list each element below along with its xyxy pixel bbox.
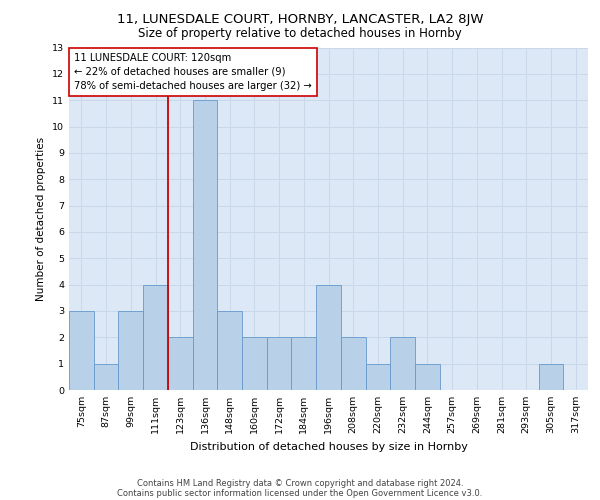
Text: 11 LUNESDALE COURT: 120sqm
← 22% of detached houses are smaller (9)
78% of semi-: 11 LUNESDALE COURT: 120sqm ← 22% of deta… [74,52,312,90]
Bar [168,338,193,390]
Bar [365,364,390,390]
Bar [242,338,267,390]
Text: 11, LUNESDALE COURT, HORNBY, LANCASTER, LA2 8JW: 11, LUNESDALE COURT, HORNBY, LANCASTER, … [117,12,483,26]
Bar [217,311,242,390]
Bar [143,284,168,390]
X-axis label: Distribution of detached houses by size in Hornby: Distribution of detached houses by size … [190,442,467,452]
Bar [69,311,94,390]
Bar [267,338,292,390]
Bar [292,338,316,390]
Y-axis label: Number of detached properties: Number of detached properties [37,136,46,301]
Text: Contains public sector information licensed under the Open Government Licence v3: Contains public sector information licen… [118,488,482,498]
Bar [94,364,118,390]
Text: Contains HM Land Registry data © Crown copyright and database right 2024.: Contains HM Land Registry data © Crown c… [137,478,463,488]
Bar [341,338,365,390]
Bar [390,338,415,390]
Bar [193,100,217,390]
Bar [415,364,440,390]
Bar [316,284,341,390]
Text: Size of property relative to detached houses in Hornby: Size of property relative to detached ho… [138,28,462,40]
Bar [539,364,563,390]
Bar [118,311,143,390]
